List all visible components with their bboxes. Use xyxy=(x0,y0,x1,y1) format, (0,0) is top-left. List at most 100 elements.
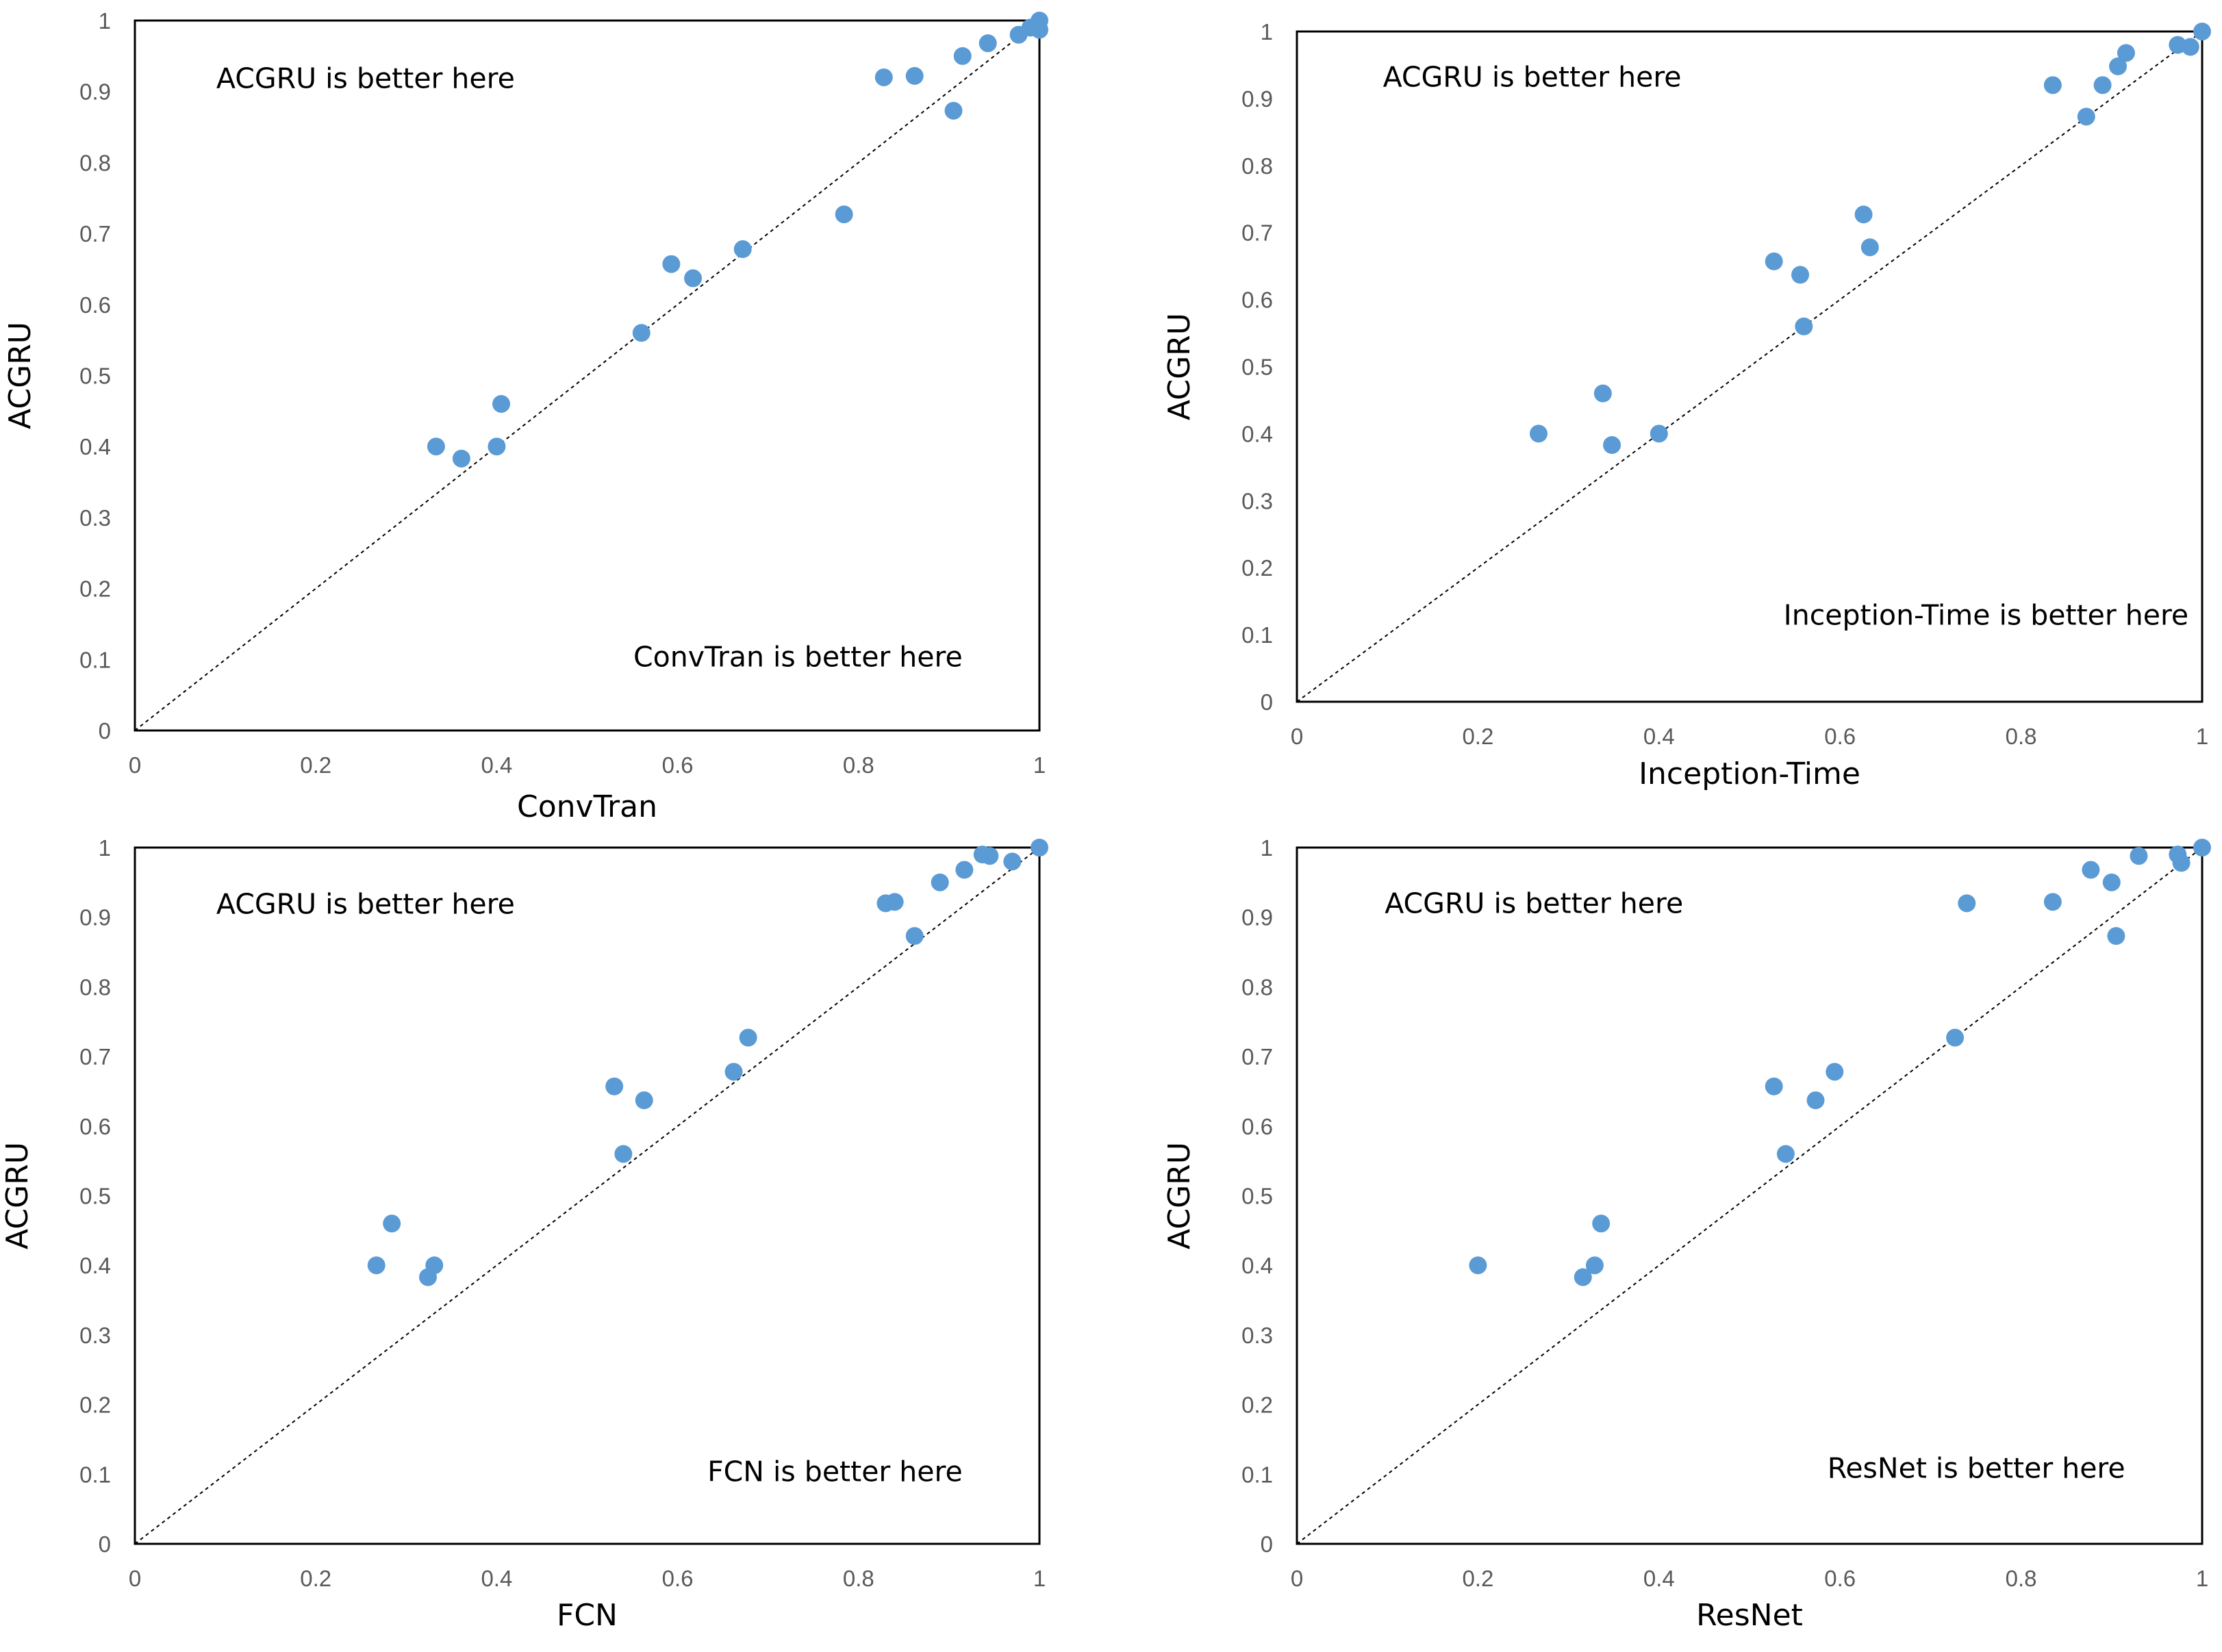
chart-panel-1: 0 0.1 0.2 0.3 0.4 0.5 0.6 0.7 0.8 0.9 1 0 0.2 0.4 0.6 0… xyxy=(3,8,1048,824)
diagonal-line xyxy=(1296,847,2203,1545)
data-point xyxy=(1946,1028,1965,1047)
y-tick-label: 0.3 xyxy=(79,1323,111,1348)
y-tick-label: 0.3 xyxy=(1241,488,1273,513)
x-tick-label: 0 xyxy=(129,752,141,778)
x-axis-label: ResNet xyxy=(1696,1598,1803,1633)
x-axis-label: Inception-Time xyxy=(1639,757,1860,791)
data-point xyxy=(905,927,924,945)
data-point xyxy=(632,324,651,342)
x-tick-label: 1 xyxy=(2196,1566,2208,1591)
data-point xyxy=(1795,317,1813,335)
data-point xyxy=(2043,76,2062,94)
data-point xyxy=(1854,205,1873,224)
x-tick-label: 0.4 xyxy=(481,1566,512,1591)
y-tick-label: 0.9 xyxy=(79,905,111,930)
annotation-lower: FCN is better here xyxy=(707,1455,963,1488)
y-tick-label: 0.1 xyxy=(1241,1462,1273,1487)
data-point xyxy=(662,255,681,273)
data-point xyxy=(2102,873,2121,891)
y-tick-label: 0.2 xyxy=(1241,555,1273,581)
x-tick-label: 0.4 xyxy=(1643,724,1675,749)
annotation-upper: ACGRU is better here xyxy=(216,888,515,921)
y-tick-label: 0.8 xyxy=(1241,974,1273,1000)
data-point xyxy=(953,47,972,65)
data-point xyxy=(1574,1268,1592,1286)
data-point xyxy=(1603,436,1621,455)
x-tick-label: 0.2 xyxy=(300,752,331,778)
data-point xyxy=(724,1063,743,1081)
x-tick-label: 0.8 xyxy=(843,1566,874,1591)
y-tick-label: 0.1 xyxy=(79,1462,111,1487)
data-point xyxy=(1031,21,1048,39)
y-tick-label: 0.9 xyxy=(1241,905,1273,930)
y-tick-label: 0.6 xyxy=(1241,1114,1273,1139)
y-tick-label: 0.7 xyxy=(1241,220,1273,246)
data-point xyxy=(1958,894,1976,913)
data-point xyxy=(2107,927,2125,945)
data-point xyxy=(614,1145,633,1163)
y-tick-label: 0.4 xyxy=(79,1253,111,1278)
data-point xyxy=(1585,1256,1604,1275)
y-axis-label: ACGRU xyxy=(0,1142,35,1249)
y-tick-label: 0.6 xyxy=(79,292,111,318)
data-point xyxy=(2117,44,2135,62)
y-tick-label: 0.4 xyxy=(79,434,111,459)
x-tick-label: 1 xyxy=(1033,752,1046,778)
y-tick-label: 0.3 xyxy=(79,505,111,531)
y-tick-label: 0.9 xyxy=(1241,86,1273,112)
y-tick-label: 0.7 xyxy=(1241,1044,1273,1069)
y-tick-label: 0.5 xyxy=(79,1184,111,1209)
data-point xyxy=(905,66,924,85)
data-point xyxy=(492,394,511,413)
data-point xyxy=(1469,1256,1487,1275)
data-point xyxy=(425,1256,444,1275)
y-axis-label: ACGRU xyxy=(3,322,38,429)
y-tick-label: 0.5 xyxy=(1241,355,1273,380)
data-point xyxy=(1791,266,1810,284)
y-tick-label: 1 xyxy=(1261,19,1273,45)
y-tick-label: 0.4 xyxy=(1241,1253,1273,1278)
data-point xyxy=(2193,23,2211,40)
y-axis-label: ACGRU xyxy=(1162,1142,1197,1249)
chart-panel-2: 0 0.1 0.2 0.3 0.4 0.5 0.6 0.7 0.8 0.9 1 0 0.2 0.4 0.6 0… xyxy=(1162,19,2211,791)
y-tick-label: 0.7 xyxy=(79,1044,111,1069)
y-tick-label: 0.6 xyxy=(1241,288,1273,313)
data-point xyxy=(1860,238,1879,257)
plot-frame xyxy=(1296,30,2204,703)
x-tick-label: 0.8 xyxy=(2006,724,2037,749)
annotation-upper: ACGRU is better here xyxy=(1383,60,1682,93)
data-point xyxy=(1593,384,1612,403)
x-tick-label: 0.6 xyxy=(1824,724,1856,749)
data-point xyxy=(944,101,963,120)
annotation-lower: ConvTran is better here xyxy=(633,641,963,674)
data-point xyxy=(931,873,949,891)
data-point xyxy=(874,68,893,86)
y-tick-label: 0.1 xyxy=(1241,622,1273,648)
data-point xyxy=(2109,57,2128,75)
x-tick-label: 0.2 xyxy=(1462,724,1493,749)
x-tick-label: 0 xyxy=(1291,724,1303,749)
annotation-lower: ResNet is better here xyxy=(1828,1451,2125,1484)
x-tick-label: 0.8 xyxy=(843,752,874,778)
x-tick-label: 0.6 xyxy=(662,752,694,778)
x-axis-label: ConvTran xyxy=(517,789,657,824)
x-tick-label: 0.2 xyxy=(1462,1566,1493,1591)
y-tick-label: 0.8 xyxy=(79,974,111,1000)
data-point xyxy=(1003,852,1022,871)
data-point xyxy=(635,1091,653,1110)
x-tick-label: 1 xyxy=(2196,724,2208,749)
plot-frame xyxy=(134,846,1041,1545)
x-tick-label: 0 xyxy=(129,1566,141,1591)
data-point xyxy=(2093,76,2112,94)
y-tick-label: 1 xyxy=(1261,835,1273,861)
y-tick-label: 0 xyxy=(99,718,111,744)
y-tick-label: 0.6 xyxy=(79,1114,111,1139)
data-point xyxy=(383,1215,401,1233)
data-point xyxy=(979,34,997,53)
data-point xyxy=(2130,847,2148,865)
y-tick-label: 0.8 xyxy=(1241,153,1273,179)
data-point xyxy=(1776,1145,1795,1163)
data-point xyxy=(885,893,904,911)
data-point xyxy=(2181,38,2199,56)
